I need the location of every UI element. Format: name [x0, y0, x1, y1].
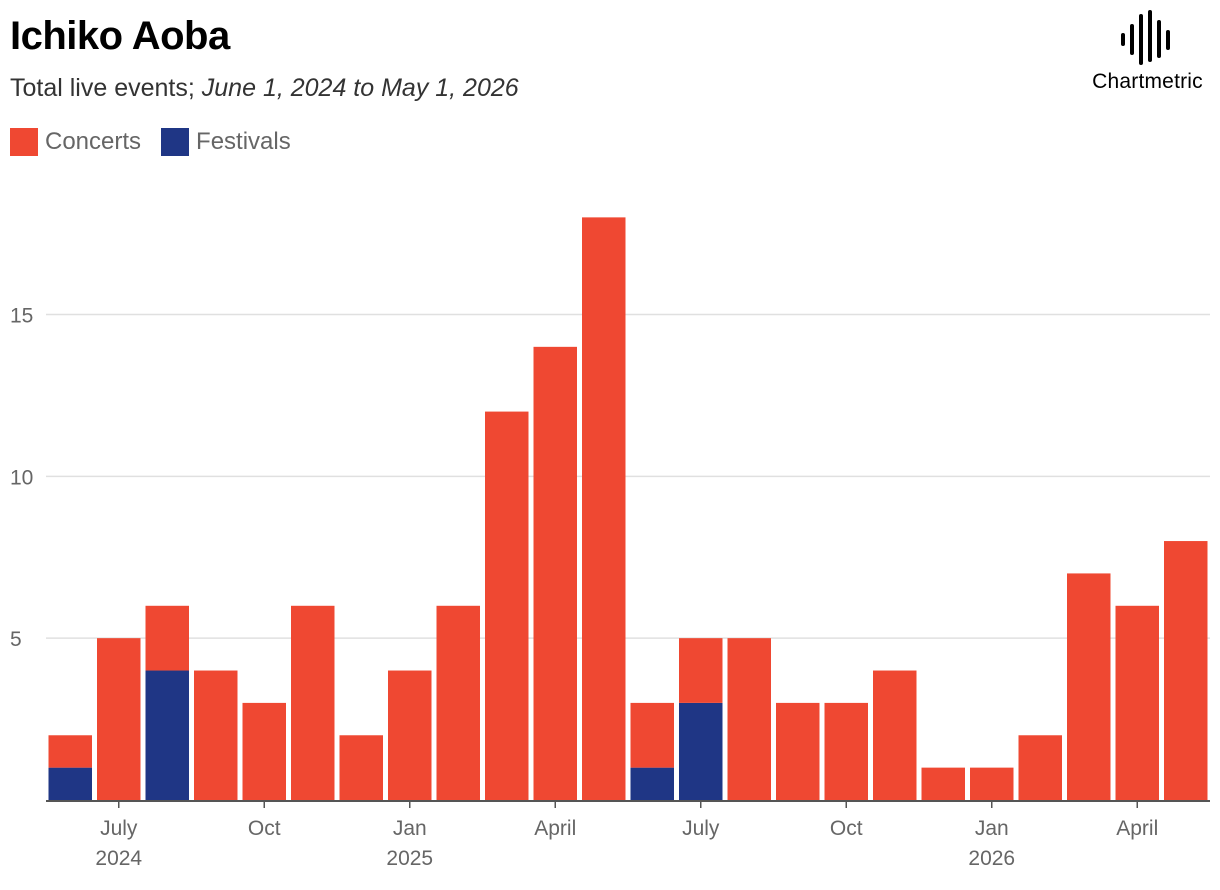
bar-concerts-16[interactable]: [824, 702, 869, 800]
chart-subtitle: Total live events; June 1, 2024 to May 1…: [10, 74, 519, 103]
subtitle-date-range: June 1, 2024 to May 1, 2026: [201, 74, 519, 102]
y-axis-ticks: 5 10 15: [10, 304, 33, 651]
bar-concerts-6[interactable]: [339, 735, 384, 800]
x-tick-label-year: 2025: [386, 847, 433, 870]
x-tick-label-month: Jan: [393, 817, 427, 840]
bar-festivals-12[interactable]: [630, 767, 675, 800]
bar-festivals-2[interactable]: [145, 670, 190, 800]
bar-concerts-18[interactable]: [921, 767, 966, 800]
bar-concerts-9[interactable]: [485, 411, 529, 800]
bar-concerts-5[interactable]: [291, 605, 335, 800]
bar-concerts-13[interactable]: [679, 638, 723, 703]
bar-concerts-11[interactable]: [582, 217, 626, 801]
legend-item-concerts[interactable]: Concerts: [10, 128, 141, 156]
bar-concerts-4[interactable]: [242, 702, 287, 800]
bar-concerts-1[interactable]: [97, 638, 141, 800]
x-axis-ticks: July 2024 Oct Jan 2025 April July Oct Jan 2026 Apr…: [95, 802, 1158, 870]
bar-concerts-10[interactable]: [533, 346, 578, 800]
chart-title: Ichiko Aoba: [10, 14, 230, 58]
chart-legend: Concerts Festivals: [10, 128, 311, 156]
bar-concerts-20[interactable]: [1018, 735, 1063, 800]
x-tick-label-month: April: [534, 817, 576, 840]
bar-concerts-0[interactable]: [48, 735, 93, 768]
legend-swatch-festivals: [161, 128, 190, 156]
bar-concerts-23[interactable]: [1164, 541, 1208, 800]
y-tick-label: 10: [10, 466, 33, 489]
legend-label-concerts: Concerts: [45, 128, 142, 155]
x-tick-label-month: July: [100, 817, 138, 840]
bar-concerts-21[interactable]: [1067, 573, 1111, 800]
x-tick-label-month: Oct: [830, 817, 863, 840]
x-tick-label-month: Jan: [975, 817, 1009, 840]
chartmetric-logo[interactable]: Chartmetric: [1080, 8, 1215, 98]
y-tick-label: 5: [10, 628, 22, 651]
x-tick-label-year: 2026: [968, 847, 1015, 870]
y-tick-label: 15: [10, 304, 33, 327]
grid-lines: [46, 313, 1210, 639]
brand-name: Chartmetric: [1092, 70, 1203, 93]
bar-concerts-3[interactable]: [194, 670, 238, 800]
bar-festivals-13[interactable]: [679, 702, 723, 800]
bar-series: [48, 217, 1208, 801]
bar-concerts-22[interactable]: [1115, 605, 1160, 800]
bar-festivals-0[interactable]: [48, 767, 93, 800]
x-tick-label-month: Oct: [248, 817, 281, 840]
bar-concerts-7[interactable]: [388, 670, 432, 800]
bar-concerts-14[interactable]: [727, 638, 772, 800]
legend-swatch-concerts: [10, 128, 38, 156]
bar-concerts-17[interactable]: [873, 670, 917, 800]
x-tick-label-year: 2024: [95, 847, 142, 870]
subtitle-prefix: Total live events;: [10, 74, 195, 102]
legend-item-festivals[interactable]: Festivals: [161, 128, 291, 156]
bar-concerts-19[interactable]: [970, 767, 1014, 800]
soundwave-icon: [1121, 10, 1170, 65]
bar-concerts-15[interactable]: [776, 702, 820, 800]
x-tick-label-month: April: [1116, 817, 1158, 840]
bar-concerts-12[interactable]: [630, 702, 675, 768]
x-tick-label-month: July: [682, 817, 720, 840]
bar-concerts-2[interactable]: [145, 605, 190, 671]
legend-label-festivals: Festivals: [196, 128, 291, 155]
bar-concerts-8[interactable]: [436, 605, 481, 800]
